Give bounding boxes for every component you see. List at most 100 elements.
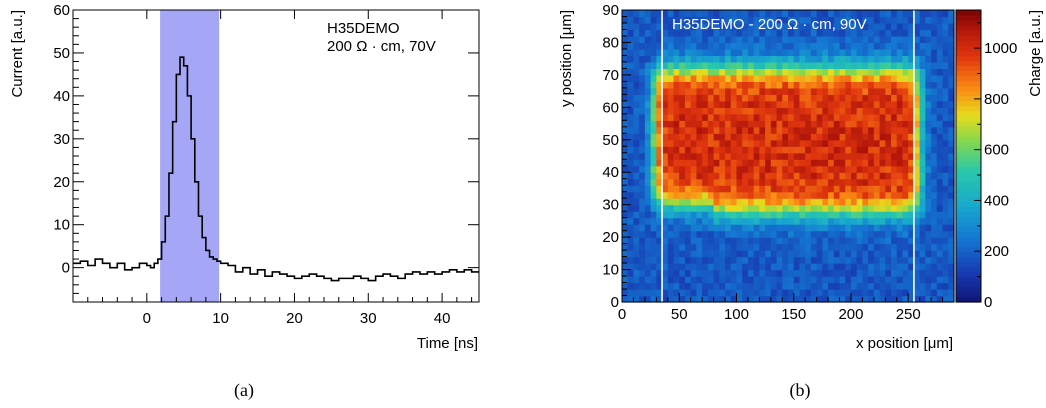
- heatmap-cell: [673, 282, 680, 290]
- heatmap-cell: [639, 230, 646, 238]
- heatmap-cell: [759, 29, 766, 37]
- heatmap-cell: [839, 159, 846, 167]
- heatmap-cell: [644, 295, 652, 303]
- heatmap-cell: [719, 178, 726, 186]
- heatmap-cell: [736, 152, 743, 160]
- heatmap-cell: [633, 10, 640, 18]
- heatmap-cell: [662, 42, 669, 50]
- heatmap-cell: [822, 94, 829, 102]
- heatmap-cell: [908, 139, 915, 147]
- heatmap-cell: [765, 146, 772, 154]
- heatmap-cell: [656, 289, 663, 297]
- heatmap-cell: [805, 263, 812, 271]
- heatmap-cell: [948, 120, 955, 128]
- boundary-lines: [661, 10, 915, 302]
- heatmap-cell: [799, 198, 806, 206]
- heatmap-cell: [747, 211, 755, 219]
- heatmap-cell: [702, 198, 709, 206]
- heatmap-cell: [633, 61, 640, 69]
- heatmap-cell: [908, 263, 915, 271]
- colorbar-segment: [956, 60, 981, 66]
- heatmap-cell: [873, 139, 881, 147]
- heatmap-cell: [908, 81, 915, 89]
- heatmap-cell: [656, 165, 663, 173]
- heatmap-cell: [782, 55, 789, 63]
- heatmap-cell: [908, 22, 915, 31]
- heatmap-cell: [765, 172, 772, 180]
- heatmap-cell: [725, 237, 732, 245]
- heatmap-cell: [891, 120, 898, 128]
- heatmap-cell: [765, 74, 772, 82]
- heatmap-cell: [833, 16, 841, 24]
- heatmap-cell: [942, 74, 949, 82]
- heatmap-cell: [644, 139, 652, 147]
- heatmap-cell: [782, 94, 789, 102]
- heatmap-cell: [719, 113, 726, 121]
- heatmap-cell: [719, 146, 726, 154]
- heatmap-cell: [650, 211, 657, 219]
- heatmap-cell: [656, 191, 663, 199]
- caption-a: (a): [234, 380, 254, 401]
- colorbar-segment: [956, 276, 981, 283]
- heatmap-cell: [850, 120, 858, 128]
- heatmap-cell: [873, 100, 881, 108]
- heatmap-cell: [633, 74, 640, 82]
- heatmap-cell: [908, 172, 915, 180]
- heatmap-cell: [702, 94, 709, 102]
- heatmap-cell: [662, 113, 669, 121]
- heatmap-cell: [725, 217, 732, 225]
- heatmap-cell: [725, 276, 732, 284]
- heatmap-cell: [908, 269, 915, 277]
- heatmap-cell: [845, 191, 852, 199]
- heatmap-cell: [810, 100, 818, 108]
- heatmap-cell: [936, 107, 944, 115]
- heatmap-cell: [931, 81, 938, 89]
- colorbar-segment: [956, 70, 981, 77]
- heatmap-cell: [868, 100, 875, 108]
- heatmap-cell: [936, 159, 944, 167]
- heatmap-cell: [747, 269, 755, 277]
- colorbar-tick-label: 200: [984, 243, 1009, 260]
- heatmap-cell: [747, 61, 755, 69]
- heatmap-cell: [862, 120, 869, 128]
- heatmap-cell: [644, 81, 652, 89]
- heatmap-cell: [770, 133, 778, 141]
- heatmap-cell: [759, 152, 766, 160]
- heatmap-cell: [622, 217, 629, 225]
- heatmap-cell: [662, 48, 669, 57]
- heatmap-cell: [862, 282, 869, 290]
- heatmap-cell: [948, 178, 955, 186]
- heatmap-cell: [948, 94, 955, 102]
- heatmap-cell: [747, 22, 755, 31]
- colorbar-segment: [956, 166, 981, 172]
- heatmap-cell: [627, 120, 635, 128]
- heatmap-cell: [702, 68, 709, 76]
- heatmap-cell: [828, 165, 835, 173]
- heatmap-cell: [873, 61, 881, 69]
- colorbar-segment: [956, 266, 981, 273]
- y-tick-label-a: 30: [53, 131, 70, 148]
- heatmap-cell: [948, 159, 955, 167]
- heatmap-cell: [788, 211, 795, 219]
- heatmap-cell: [850, 113, 858, 121]
- heatmap-cell: [856, 211, 864, 219]
- heatmap-cell: [936, 295, 944, 303]
- charge-heatmap-cells: [622, 10, 955, 303]
- heatmap-cell: [891, 224, 898, 232]
- heatmap-cell: [673, 126, 680, 134]
- colorbar-segment: [956, 171, 981, 177]
- heatmap-cell: [822, 107, 829, 115]
- heatmap-cell: [707, 35, 715, 44]
- heatmap-cell: [788, 133, 795, 141]
- heatmap-cell: [776, 237, 783, 245]
- heatmap-cell: [822, 81, 829, 89]
- heatmap-cell: [725, 61, 732, 69]
- heatmap-cell: [828, 68, 835, 76]
- heatmap-cell: [868, 295, 875, 303]
- heatmap-cell: [765, 113, 772, 121]
- heatmap-cell: [891, 276, 898, 284]
- heatmap-cell: [719, 269, 726, 277]
- heatmap-cell: [902, 100, 909, 108]
- heatmap-cell: [650, 237, 657, 245]
- heatmap-cell: [667, 107, 675, 115]
